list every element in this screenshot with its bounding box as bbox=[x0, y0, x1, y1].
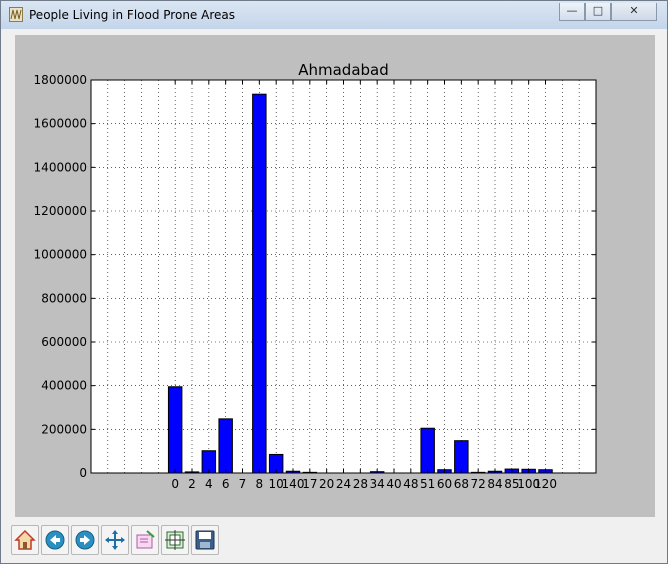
bar bbox=[218, 418, 233, 474]
x-tick-label: 100 bbox=[517, 477, 540, 491]
x-tick-label: 24 bbox=[336, 477, 351, 491]
x-tick-label: 85 bbox=[504, 477, 519, 491]
x-tick-label: 72 bbox=[471, 477, 486, 491]
x-tick-label: 20 bbox=[319, 477, 334, 491]
x-tick-label: 84 bbox=[487, 477, 502, 491]
x-tick-label: 17 bbox=[302, 477, 317, 491]
home-icon bbox=[14, 529, 36, 550]
x-tick-label: 48 bbox=[403, 477, 418, 491]
minimize-icon: — bbox=[566, 4, 578, 17]
y-tick-label: 200000 bbox=[41, 422, 87, 436]
bar bbox=[252, 93, 267, 474]
home-button[interactable] bbox=[11, 525, 39, 555]
bar-chart: 0 200000 400000 600000 800000 1000000 1200000 1… bbox=[34, 61, 597, 491]
x-tick-label: 120 bbox=[534, 477, 557, 491]
forward-arrow-icon bbox=[75, 530, 95, 550]
save-button[interactable] bbox=[191, 525, 219, 555]
navigation-toolbar bbox=[9, 523, 249, 557]
y-tick-label: 1000000 bbox=[34, 248, 87, 262]
y-tick-label: 1800000 bbox=[34, 73, 87, 87]
forward-button[interactable] bbox=[71, 525, 99, 555]
maximize-icon: □ bbox=[592, 4, 604, 17]
y-tick-label: 800000 bbox=[41, 291, 87, 305]
bar bbox=[454, 440, 469, 474]
close-icon: ✕ bbox=[629, 4, 639, 17]
x-tick-label: 7 bbox=[239, 477, 247, 491]
minimize-button[interactable]: — bbox=[559, 3, 585, 21]
window-title: People Living in Flood Prone Areas bbox=[29, 8, 235, 22]
x-tick-label: 6 bbox=[222, 477, 230, 491]
y-tick-label: 600000 bbox=[41, 335, 87, 349]
x-tick-label: 10 bbox=[269, 477, 284, 491]
y-tick-label: 1400000 bbox=[34, 160, 87, 174]
back-arrow-icon bbox=[45, 530, 65, 550]
x-tick-label: 4 bbox=[205, 477, 213, 491]
y-tick-label: 0 bbox=[79, 466, 87, 480]
app-icon bbox=[9, 7, 23, 22]
figure-canvas[interactable]: 0 200000 400000 600000 800000 1000000 1200000 1… bbox=[15, 35, 655, 517]
y-tick-label: 1200000 bbox=[34, 204, 87, 218]
move-icon bbox=[105, 530, 125, 550]
maximize-button[interactable]: □ bbox=[585, 3, 611, 21]
x-tick-label: 8 bbox=[256, 477, 264, 491]
back-button[interactable] bbox=[41, 525, 69, 555]
x-tick-label: 51 bbox=[420, 477, 435, 491]
x-tick-label: 140 bbox=[282, 477, 305, 491]
subplots-icon bbox=[165, 530, 185, 550]
chart-title: Ahmadabad bbox=[298, 61, 389, 79]
x-tick-label: 68 bbox=[454, 477, 469, 491]
x-tick-label: 28 bbox=[353, 477, 368, 491]
x-tick-label: 60 bbox=[437, 477, 452, 491]
y-tick-label: 1600000 bbox=[34, 117, 87, 131]
x-tick-label: 2 bbox=[188, 477, 196, 491]
close-button[interactable]: ✕ bbox=[611, 3, 657, 21]
save-icon bbox=[195, 530, 215, 550]
x-tick-label: 0 bbox=[171, 477, 179, 491]
title-bar[interactable]: People Living in Flood Prone Areas — □ ✕ bbox=[1, 1, 667, 29]
zoom-rect-icon bbox=[136, 530, 155, 549]
bar bbox=[167, 386, 183, 474]
y-tick-label: 400000 bbox=[41, 379, 87, 393]
bar bbox=[420, 427, 435, 474]
configure-subplots-button[interactable] bbox=[161, 525, 189, 555]
x-tick-label: 34 bbox=[370, 477, 385, 491]
pan-button[interactable] bbox=[101, 525, 129, 555]
x-tick-label: 40 bbox=[386, 477, 401, 491]
zoom-button[interactable] bbox=[131, 525, 159, 555]
